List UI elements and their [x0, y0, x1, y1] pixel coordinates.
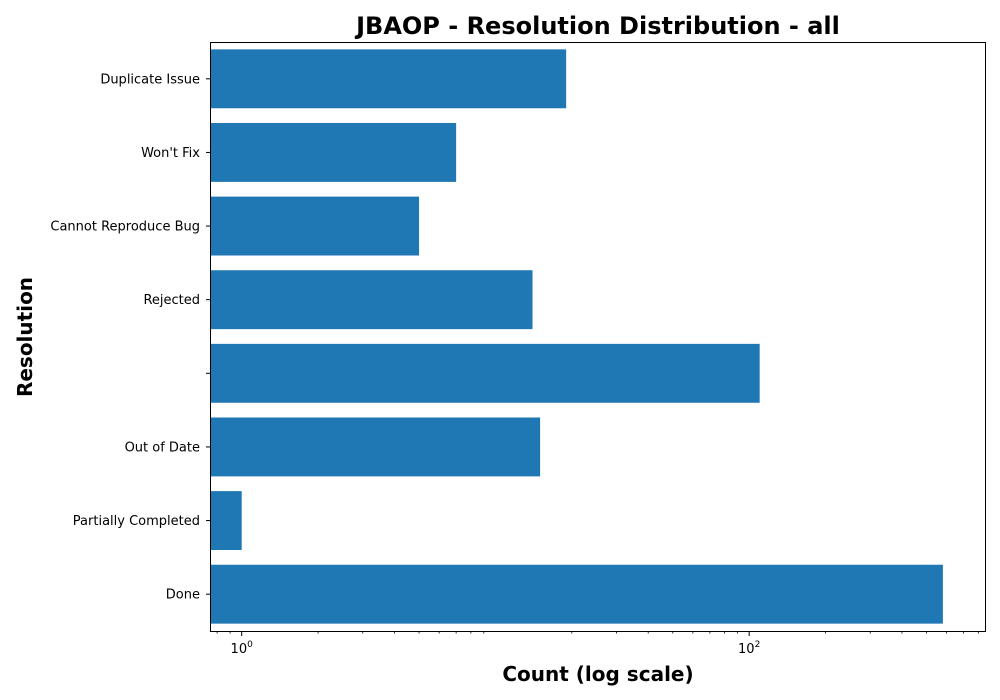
bar	[210, 196, 420, 256]
y-tick-label: Duplicate Issue	[100, 72, 200, 87]
bar	[210, 122, 457, 182]
bar	[210, 343, 760, 403]
bars-group	[210, 49, 943, 624]
y-tick-label: Out of Date	[125, 440, 200, 455]
chart-title: JBAOP - Resolution Distribution - all	[354, 12, 840, 40]
bar	[210, 564, 943, 624]
y-axis-title: Resolution	[13, 277, 37, 397]
plot-frame	[210, 42, 986, 632]
x-tick-label: 100	[231, 640, 254, 657]
y-tick-label: Partially Completed	[73, 514, 200, 529]
y-tick-label: Won't Fix	[141, 146, 200, 161]
x-tick-base: 10	[738, 642, 755, 657]
x-tick-exponent: 2	[755, 640, 761, 650]
y-tick-label: Done	[166, 588, 200, 603]
y-tick-label: Cannot Reproduce Bug	[50, 220, 200, 235]
x-axis: 100 102	[216, 631, 979, 657]
bar	[210, 491, 242, 551]
x-tick-exponent: 0	[247, 640, 253, 650]
y-tick-label: Rejected	[143, 293, 200, 308]
x-axis-title: Count (log scale)	[502, 662, 693, 686]
x-tick-label: 102	[738, 640, 760, 657]
y-axis: Duplicate Issue Won't Fix Cannot Reproduce…	[50, 72, 210, 603]
bar	[210, 270, 533, 330]
bar	[210, 49, 567, 109]
x-tick-base: 10	[231, 642, 248, 657]
bar	[210, 417, 541, 477]
